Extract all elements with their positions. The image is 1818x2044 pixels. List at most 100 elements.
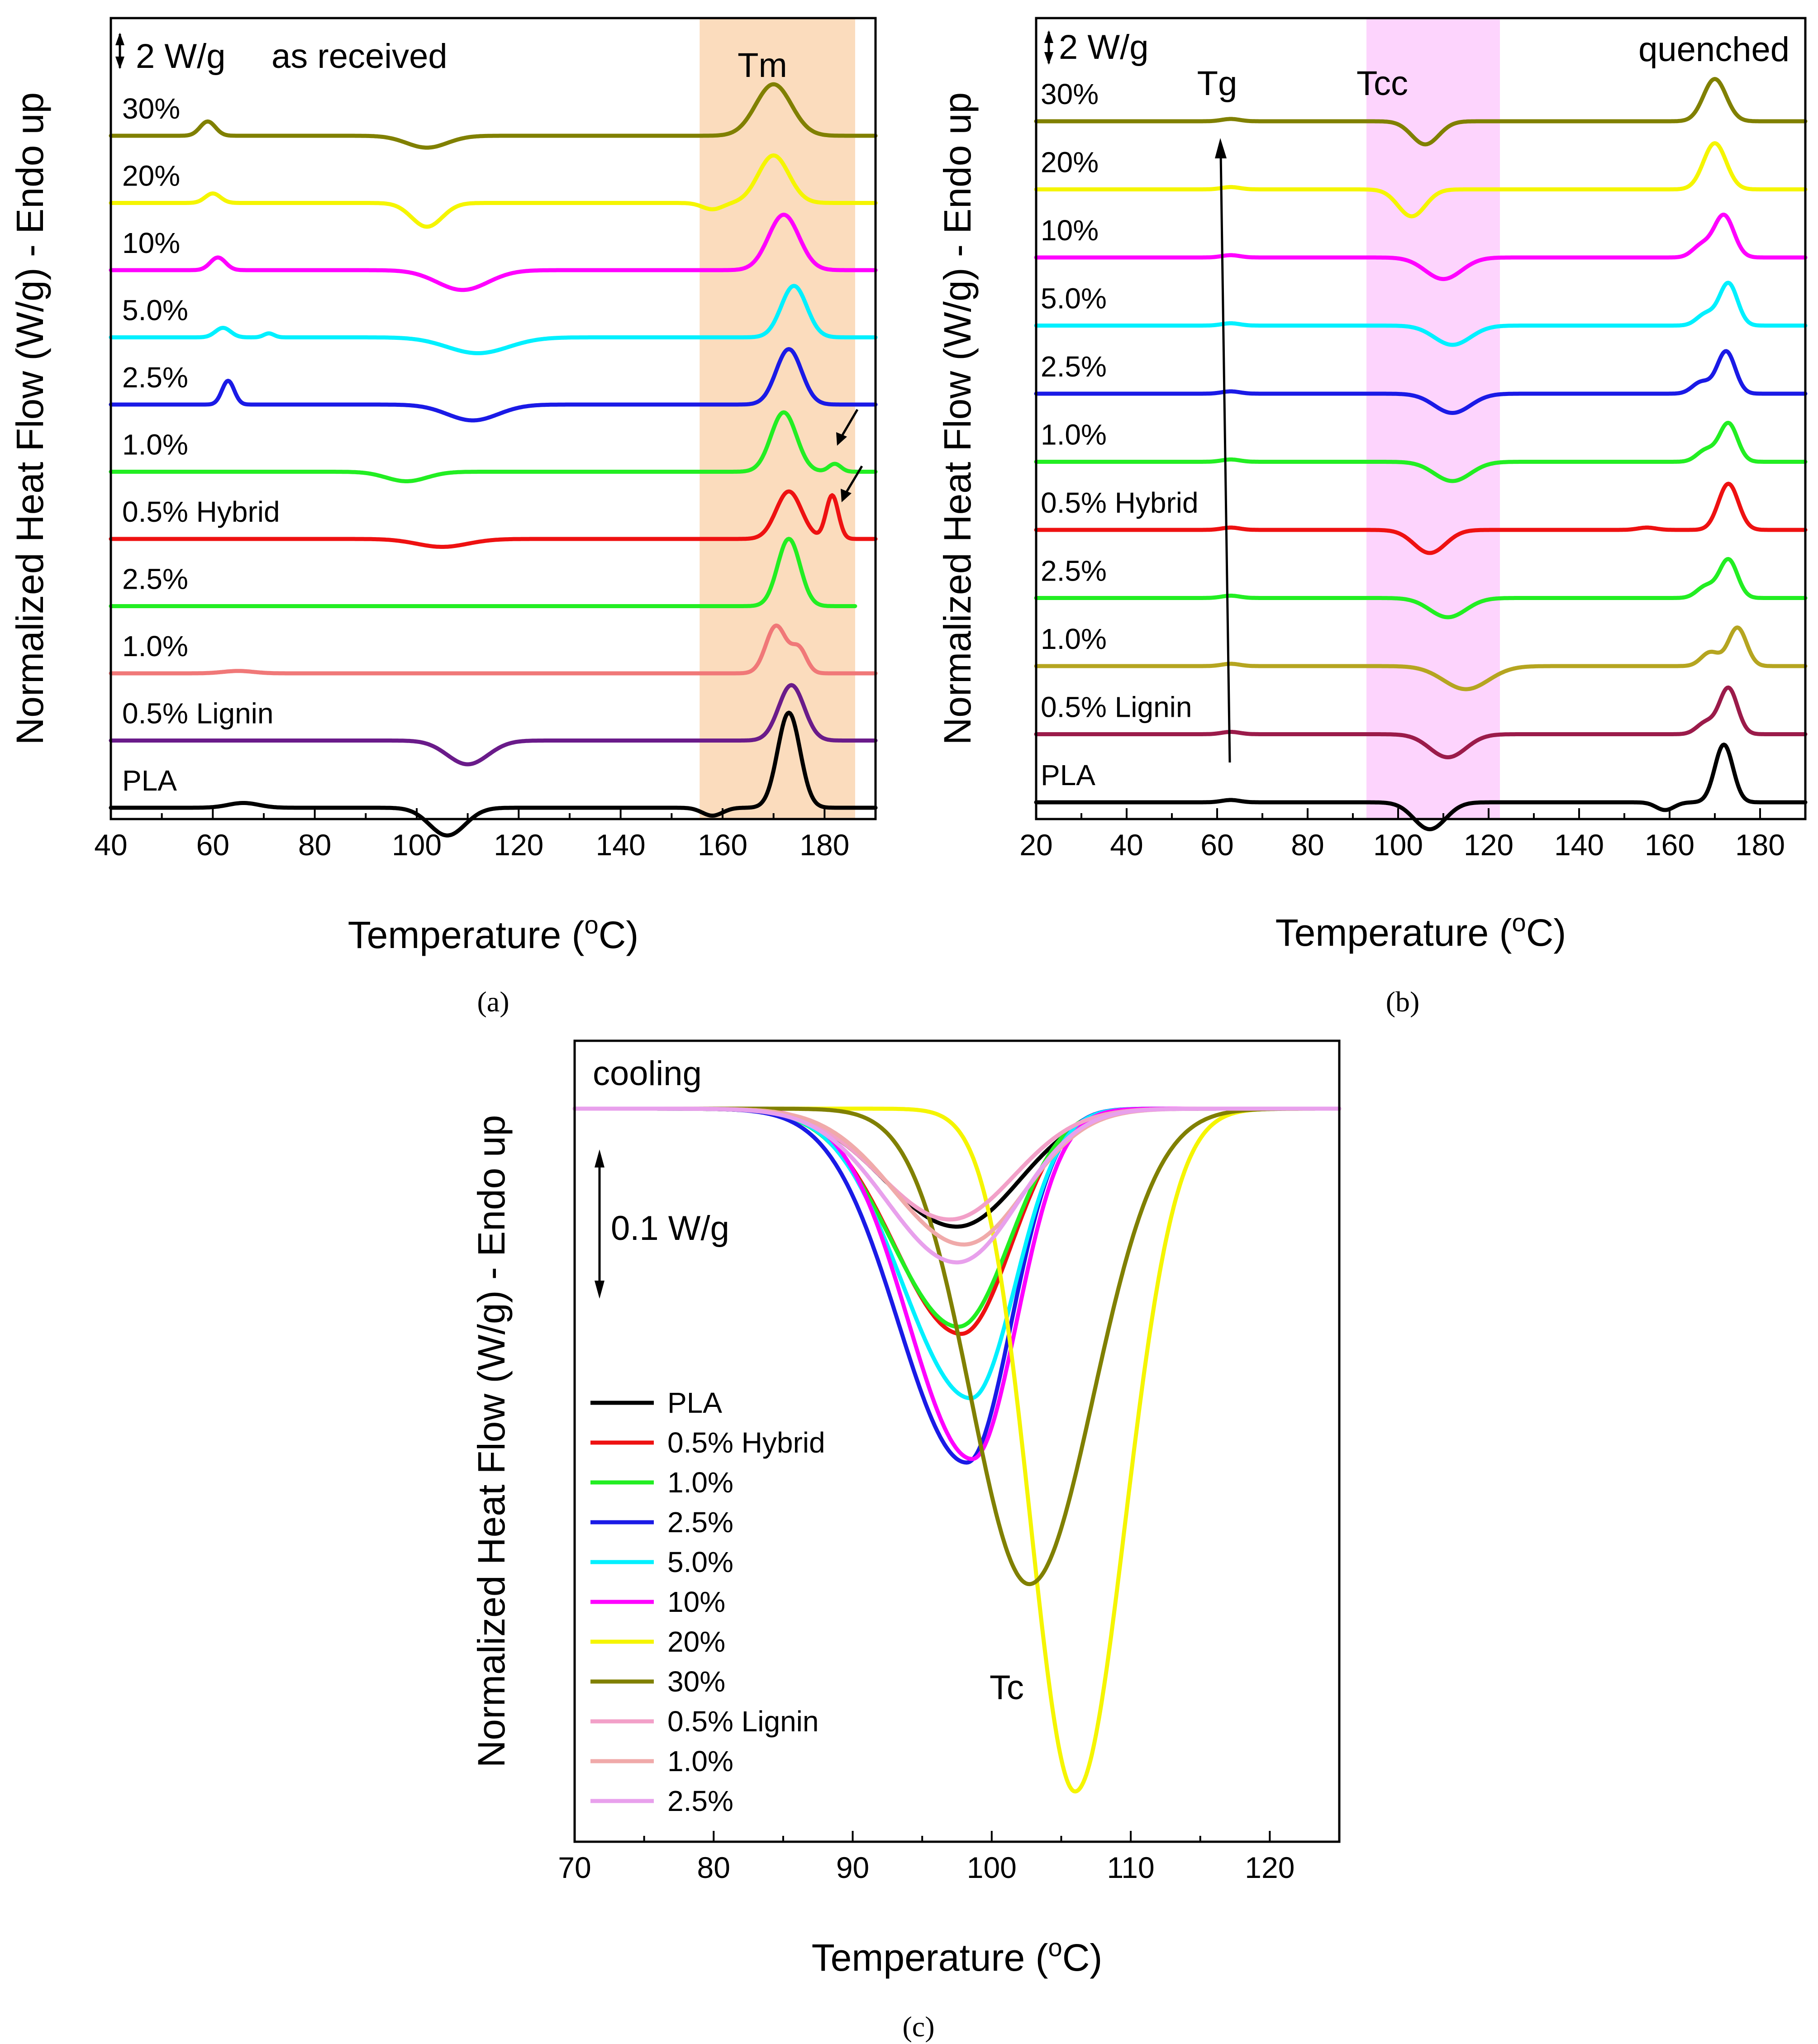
panel-c-curves [572, 1106, 1342, 1794]
panel-b-caption: (b) [1386, 986, 1420, 1018]
panel-c-x-axis-title: Temperature (oC) [812, 1933, 1103, 1979]
panel-c-cooling: 70 80 90 100 110 120 cooling 0.1 W/g Tc PLA 0.… [470, 1039, 1342, 2043]
panel-b-x-axis-title: Temperature (oC) [1275, 908, 1566, 954]
panel-a-series-labels: 30% 20% 10% 5.0% 2.5% 1.0% 0.5% Hybrid 2.5% 1.0%… [122, 92, 280, 797]
a-series-label: 5.0% [122, 294, 188, 327]
a-curve-10 [109, 710, 878, 838]
b-series-label: 10% [1041, 214, 1099, 247]
panel-c-x-axis: 70 80 90 100 110 120 [558, 1831, 1340, 1884]
b-x-tick-label: 20 [1019, 828, 1052, 862]
b-x-tick-label: 160 [1645, 828, 1694, 862]
b-series-label: 1.0% [1041, 623, 1107, 655]
panel-c-y-axis-title: Normalized Heat Flow (W/g) - Endo up [470, 1115, 513, 1768]
panel-b-series-labels: 30% 20% 10% 5.0% 2.5% 1.0% 0.5% Hybrid 2.5% 1.0%… [1041, 78, 1199, 791]
a-series-label: 30% [122, 92, 180, 125]
b-curve-6 [1034, 481, 1808, 555]
a-curve-3 [109, 284, 878, 355]
legend-label: 0.5% Hybrid [667, 1426, 825, 1459]
panel-a-frame [109, 17, 877, 820]
panel-a-curves [109, 82, 878, 838]
a-x-tick-label: 100 [392, 828, 442, 862]
panel-a-caption: (a) [477, 986, 509, 1018]
b-x-tick-label: 40 [1110, 828, 1143, 862]
legend-label: 5.0% [667, 1546, 733, 1578]
panel-c-scale-label: 0.1 W/g [611, 1209, 729, 1248]
a-curve-2 [109, 213, 878, 292]
panel-b-frame [1035, 17, 1807, 820]
legend-label: 2.5% [667, 1785, 733, 1817]
b-series-label: 2.5% [1041, 350, 1107, 383]
b-curve-4 [1034, 349, 1808, 415]
tm-label: Tm [738, 46, 787, 85]
panel-b-scale-label: 2 W/g [1059, 28, 1149, 67]
c-x-tick-label: 70 [558, 1851, 591, 1884]
panel-a-y-axis-title: Normalized Heat Flow (W/g) - Endo up [9, 92, 51, 745]
legend-label: PLA [667, 1386, 722, 1419]
a-x-tick-label: 180 [800, 828, 849, 862]
a-x-tick-label: 160 [698, 828, 747, 862]
scale-bar-icon [1044, 30, 1053, 65]
a-x-tick-label: 40 [94, 828, 127, 862]
b-curve-7 [1034, 557, 1808, 619]
b-curve-0 [1034, 77, 1808, 147]
a-series-label: 1.0% [122, 630, 188, 662]
a-x-tick-label: 80 [298, 828, 331, 862]
a-curve-4 [109, 347, 878, 423]
b-x-tick-label: 60 [1200, 828, 1233, 862]
a-curve-8 [109, 623, 878, 676]
b-series-label: 2.5% [1041, 555, 1107, 587]
b-curve-9 [1034, 685, 1808, 759]
c-x-tick-label: 90 [836, 1851, 869, 1884]
a-curve-5 [109, 410, 878, 483]
b-x-tick-label: 140 [1554, 828, 1604, 862]
a-curve-0 [109, 82, 878, 150]
legend-label: 1.0% [667, 1466, 733, 1499]
panel-c-caption: (c) [902, 2011, 934, 2043]
c-curve-10 [572, 1106, 1342, 1265]
b-series-label: 0.5% Hybrid [1041, 486, 1199, 519]
panel-c-legend: PLA 0.5% Hybrid 1.0% 2.5% 5.0% 10% 20% 30% 0.5% … [590, 1386, 825, 1817]
a-series-label: 10% [122, 227, 180, 259]
b-x-tick-label: 180 [1735, 828, 1785, 862]
a-x-tick-label: 140 [596, 828, 646, 862]
b-x-tick-label: 120 [1464, 828, 1513, 862]
panel-a-x-axis: 40 60 80 100 120 140 160 180 [94, 808, 876, 862]
b-series-label: 1.0% [1041, 419, 1107, 451]
tg-arrow-icon [1215, 138, 1231, 763]
legend-label: 10% [667, 1586, 725, 1618]
c-x-tick-label: 120 [1245, 1851, 1294, 1884]
panel-c-frame [573, 1039, 1341, 1843]
a-series-label: 0.5% Hybrid [122, 496, 280, 528]
panel-a-scale-label: 2 W/g [136, 37, 226, 76]
c-curve-8 [572, 1106, 1342, 1222]
a-series-label: 1.0% [122, 429, 188, 461]
legend-label: 0.5% Lignin [667, 1705, 819, 1738]
b-curve-5 [1034, 420, 1808, 483]
a-series-label: 0.5% Lignin [122, 697, 273, 730]
legend-label: 30% [667, 1665, 725, 1698]
b-x-tick-label: 100 [1373, 828, 1423, 862]
panel-b-curves [1034, 77, 1808, 831]
panel-b-x-axis: 20 40 60 80 100 120 140 160 180 [1019, 808, 1806, 862]
shoulder-arrow-icon [836, 409, 863, 502]
scale-bar-icon [115, 33, 124, 69]
c-x-tick-label: 80 [697, 1851, 730, 1884]
c-curve-4 [572, 1106, 1342, 1401]
panel-a-x-axis-title: Temperature (oC) [348, 910, 639, 956]
b-series-label: 30% [1041, 78, 1099, 110]
legend-label: 2.5% [667, 1506, 733, 1539]
c-x-tick-label: 100 [967, 1851, 1017, 1884]
a-series-label: 20% [122, 160, 180, 192]
panel-b-title: quenched [1638, 30, 1789, 69]
panel-b-y-axis-title: Normalized Heat Flow (W/g) - Endo up [936, 92, 979, 745]
a-series-label: PLA [122, 764, 177, 797]
legend-label: 1.0% [667, 1745, 733, 1777]
b-curve-1 [1034, 141, 1808, 219]
b-series-label: PLA [1041, 759, 1095, 791]
b-series-label: 0.5% Lignin [1041, 691, 1192, 724]
tc-label: Tc [990, 1668, 1024, 1707]
panel-a-title: as received [271, 37, 447, 76]
a-curve-6 [109, 489, 878, 549]
a-x-tick-label: 120 [494, 828, 543, 862]
